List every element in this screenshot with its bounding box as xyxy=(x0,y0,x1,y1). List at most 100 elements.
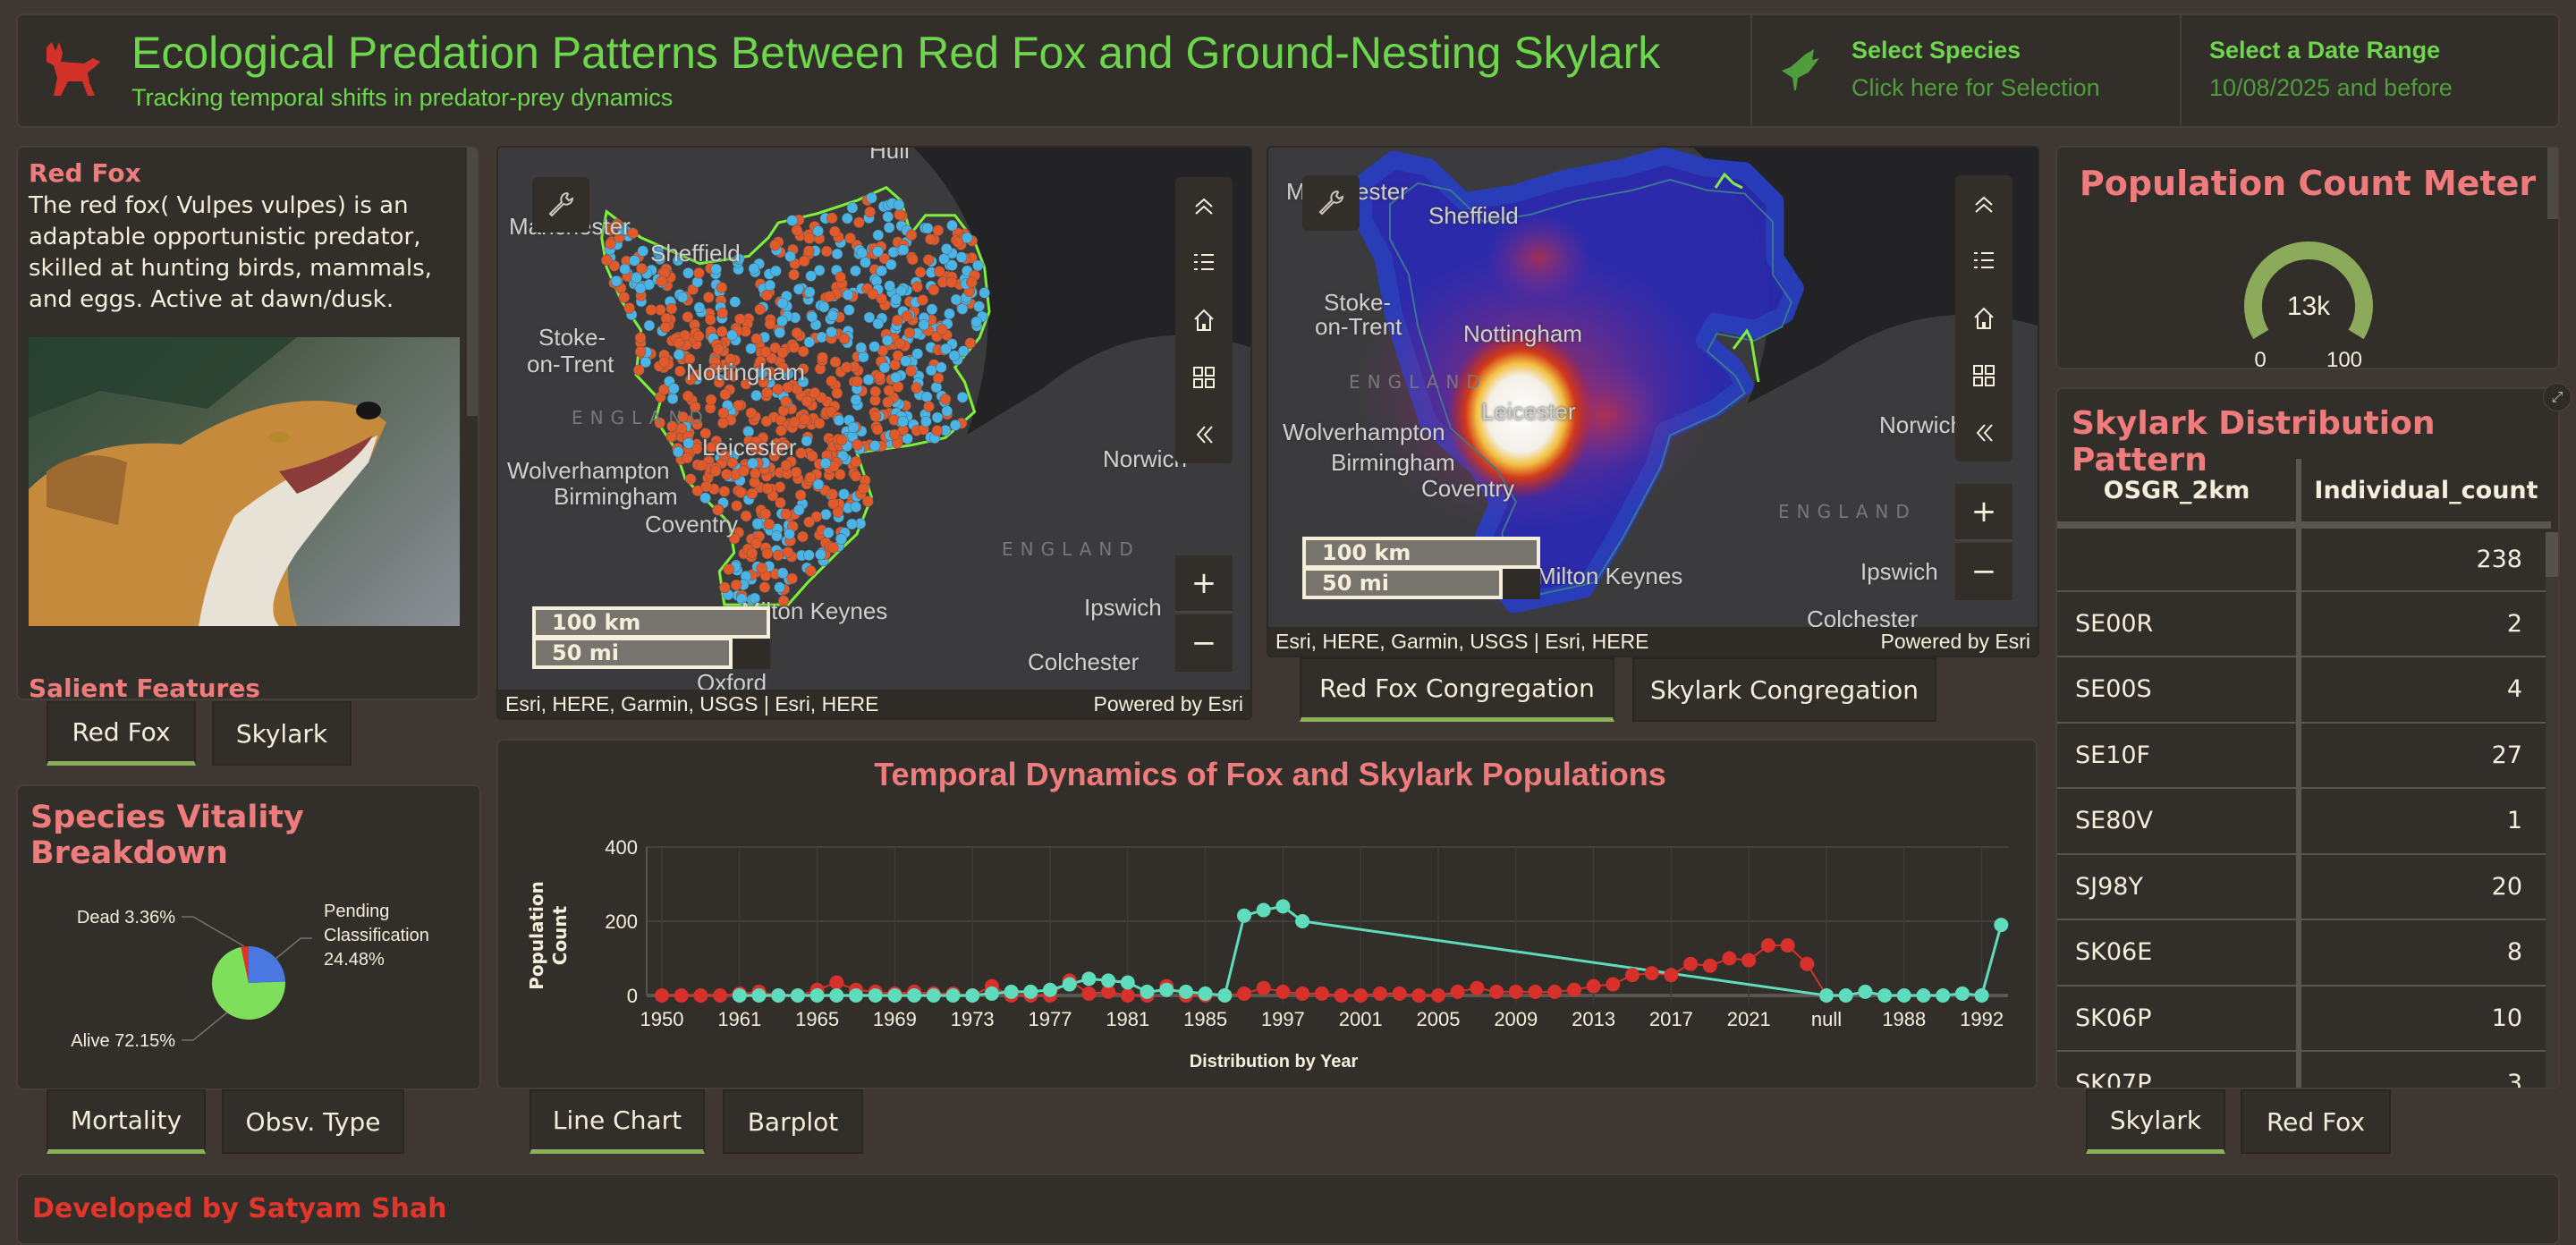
select-species-control[interactable]: Select Species Click here for Selection xyxy=(1753,15,2179,126)
fox-sighting-point xyxy=(813,418,826,429)
scale-mi: 50 mi xyxy=(1302,567,1503,599)
fox-sighting-point xyxy=(718,486,731,497)
info-scrollbar[interactable] xyxy=(467,148,478,416)
tab-barplot[interactable]: Barplot xyxy=(723,1089,863,1154)
home-button[interactable] xyxy=(1955,290,2012,347)
tab-red-fox-congregation[interactable]: Red Fox Congregation xyxy=(1300,657,1614,722)
map-place-label: Ipswich xyxy=(1084,594,1162,621)
fox-sighting-point xyxy=(911,281,923,292)
skylark-sighting-point xyxy=(693,301,706,314)
date-range-value[interactable]: 10/08/2025 and before xyxy=(2209,74,2453,101)
collapse-up-button[interactable] xyxy=(1175,177,1233,234)
powered-by-esri[interactable]: Powered by Esri xyxy=(1093,691,1243,716)
expand-icon[interactable]: ⤢ xyxy=(2543,383,2572,411)
skylark-sighting-point xyxy=(893,199,905,211)
collapse-up-button[interactable] xyxy=(1955,175,2012,233)
fox-sighting-point xyxy=(874,371,886,383)
skylark-sighting-point xyxy=(876,265,887,277)
table-row[interactable]: SK06E 8 xyxy=(2057,919,2551,987)
skylark-sighting-point xyxy=(872,246,884,258)
data-point-red-fox xyxy=(1722,951,1737,966)
skylark-sighting-point xyxy=(710,263,722,275)
table-row[interactable]: SE00R 2 xyxy=(2057,590,2551,657)
cell-osgr: SE10F xyxy=(2057,722,2301,789)
skylark-sighting-point xyxy=(878,361,891,374)
map-place-label: Wolverhampton xyxy=(507,457,670,484)
x-tick-label: 2013 xyxy=(1572,1008,1615,1030)
panel-scrollbar[interactable] xyxy=(2547,148,2558,219)
zoom-out-button[interactable]: − xyxy=(1955,543,2012,600)
zoom-in-button[interactable]: + xyxy=(1955,484,2012,541)
y-tick-label: 0 xyxy=(627,985,638,1007)
congregation-heatmap[interactable]: ManchesterSheffieldStoke-on-TrentNotting… xyxy=(1267,146,2039,657)
fox-sighting-point xyxy=(706,441,717,453)
data-point-red-fox xyxy=(1760,937,1775,953)
fox-sighting-point xyxy=(761,547,774,560)
tab-red-fox-table[interactable]: Red Fox xyxy=(2241,1089,2391,1154)
scale-bar: 100 km 50 mi xyxy=(1302,537,1540,599)
collapse-left-button[interactable] xyxy=(1955,404,2012,462)
developer-credit: Developed by Satyam Shah xyxy=(32,1193,447,1224)
data-point-red-fox xyxy=(1295,986,1310,1001)
map-tools-button[interactable] xyxy=(1302,175,1360,231)
table-row[interactable]: SE10F 27 xyxy=(2057,722,2551,789)
tab-skylark-congregation[interactable]: Skylark Congregation xyxy=(1632,657,1936,722)
skylark-sighting-point xyxy=(866,191,877,204)
tab-mortality[interactable]: Mortality xyxy=(47,1089,206,1154)
tab-observation-type[interactable]: Obsv. Type xyxy=(222,1089,404,1154)
skylark-sighting-point xyxy=(850,394,862,406)
skylark-sighting-point xyxy=(668,383,680,394)
x-tick-label: 1981 xyxy=(1106,1008,1149,1030)
map-place-label: on-Trent xyxy=(1315,313,1402,340)
fox-sighting-point xyxy=(923,401,935,412)
select-species-value[interactable]: Click here for Selection xyxy=(1852,74,2100,101)
table-scrollbar[interactable] xyxy=(2546,532,2558,1088)
map-place-label: Hull xyxy=(869,146,910,164)
column-header-osgr[interactable]: OSGR_2km xyxy=(2057,459,2301,529)
home-button[interactable] xyxy=(1175,292,1233,349)
date-range-control[interactable]: Select a Date Range 10/08/2025 and befor… xyxy=(2182,15,2558,126)
select-species-label: Select Species xyxy=(1852,37,2021,64)
map-tools-button[interactable] xyxy=(532,177,589,233)
fox-skylark-points-map[interactable]: HullManchesterSheffieldStoke-on-TrentNot… xyxy=(496,146,1252,720)
skylark-sighting-point xyxy=(973,301,985,312)
fox-sighting-point xyxy=(826,212,838,224)
table-row[interactable]: SE80V 1 xyxy=(2057,788,2551,855)
map-place-label: Ipswich xyxy=(1860,558,1938,585)
fox-sighting-point xyxy=(799,413,810,426)
basemap-gallery-button[interactable] xyxy=(1175,349,1233,406)
wrench-icon xyxy=(548,191,574,217)
legend-list-button[interactable] xyxy=(1955,233,2012,290)
basemap-gallery-button[interactable] xyxy=(1955,347,2012,404)
powered-by-esri[interactable]: Powered by Esri xyxy=(1880,629,2030,653)
data-point-red-fox xyxy=(655,988,669,1003)
map-canvas[interactable] xyxy=(1268,148,2039,657)
tab-line-chart[interactable]: Line Chart xyxy=(530,1089,705,1154)
table-row[interactable]: SE00S 4 xyxy=(2057,656,2551,724)
data-point-red-fox xyxy=(1450,984,1465,999)
skylark-sighting-point xyxy=(747,457,758,470)
fox-sighting-point xyxy=(779,439,791,451)
legend-list-button[interactable] xyxy=(1175,234,1233,292)
fox-sighting-point xyxy=(777,595,790,607)
tab-red-fox-info[interactable]: Red Fox xyxy=(47,701,196,766)
skylark-sighting-point xyxy=(812,225,824,237)
fox-sighting-point xyxy=(740,510,752,522)
table-row[interactable]: 238 xyxy=(2057,525,2551,592)
table-row[interactable]: SK07P 3 xyxy=(2057,1051,2551,1088)
fox-sighting-point xyxy=(709,465,722,477)
vitality-title: Species Vitality Breakdown xyxy=(30,800,304,871)
y-tick-label: 200 xyxy=(605,910,638,933)
table-row[interactable]: SK06P 10 xyxy=(2057,985,2551,1052)
tab-skylark-table[interactable]: Skylark xyxy=(2086,1089,2225,1154)
table-row[interactable]: SJ98Y 20 xyxy=(2057,853,2551,920)
map-place-label: on-Trent xyxy=(527,351,614,377)
species-info-panel: Red Fox The red fox( Vulpes vulpes) is a… xyxy=(16,146,479,700)
fox-sighting-point xyxy=(966,276,978,288)
collapse-left-button[interactable] xyxy=(1175,406,1233,463)
zoom-out-button[interactable]: − xyxy=(1175,614,1233,672)
column-header-count[interactable]: Individual_count xyxy=(2299,459,2551,529)
data-point-red-fox xyxy=(1431,988,1445,1003)
tab-skylark-info[interactable]: Skylark xyxy=(212,701,352,766)
zoom-in-button[interactable]: + xyxy=(1175,555,1233,613)
